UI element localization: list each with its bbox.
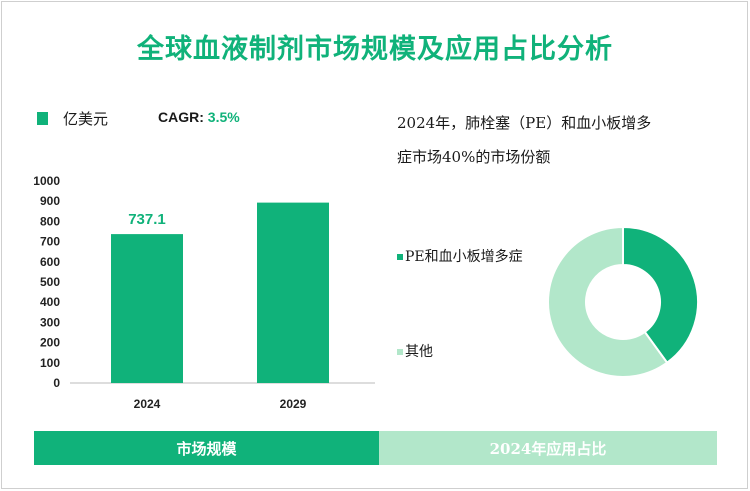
chart-title: 全球血液制剂市场规模及应用占比分析 [137,34,613,65]
cagr-text: CAGR: 3.5% [158,109,240,125]
bar-legend-unit: 亿美元 [63,110,109,128]
pie-title-line1: 2024年，肺栓塞（PE）和血小板增多 [397,114,652,132]
pie-legend-swatch-other [397,349,403,355]
cagr-label: CAGR: [158,109,204,125]
pie-legend-label-other: 其他 [405,344,433,360]
pie-title-line2: 症市场40%的市场份额 [397,148,551,166]
footer-application-share: 2024年应用占比 [379,431,717,465]
pie-legend-label-pe: PE和血小板增多症 [405,249,523,265]
bar-legend-swatch [37,112,48,125]
pie-legend-swatch-pe [397,254,403,260]
footer-market-size: 市场规模 [34,431,379,465]
cagr-value: 3.5% [207,109,240,125]
